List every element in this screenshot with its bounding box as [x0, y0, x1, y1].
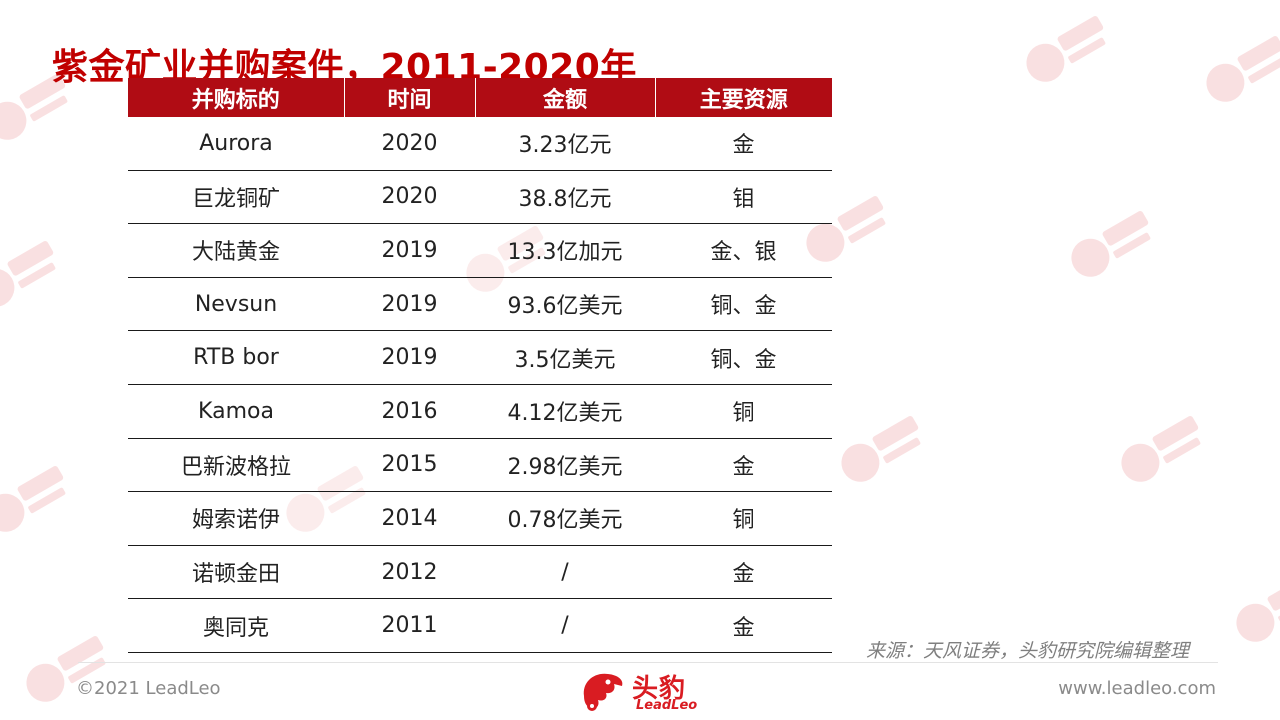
- source-note: 来源：天风证券，头豹研究院编辑整理: [866, 640, 1190, 662]
- logo-cn-text: 头豹: [632, 674, 687, 704]
- cell-year: 2016: [344, 384, 475, 439]
- cell-resource: 铜: [655, 384, 832, 439]
- leopard-head-icon: [583, 673, 623, 711]
- table-row: Kamoa 2016 4.12亿美元 铜: [128, 384, 832, 439]
- cell-target: 奥同克: [128, 598, 344, 653]
- cell-amount: 38.8亿元: [475, 170, 655, 225]
- cell-year: 2014: [344, 491, 475, 546]
- cell-resource: 铜: [655, 491, 832, 546]
- cell-year: 2020: [344, 170, 475, 225]
- cell-target: RTB bor: [128, 330, 344, 385]
- table-row: 巴新波格拉 2015 2.98亿美元 金: [128, 438, 832, 493]
- header-amount: 金额: [474, 78, 655, 117]
- cell-amount: 3.23亿元: [475, 117, 655, 171]
- header-resource: 主要资源: [654, 78, 832, 117]
- cell-year: 2011: [344, 598, 475, 653]
- header-year: 时间: [343, 78, 475, 117]
- leadleo-watermark: [11, 620, 123, 719]
- cell-amount: 3.5亿美元: [475, 330, 655, 385]
- website-url[interactable]: www.leadleo.com: [1058, 678, 1216, 699]
- cell-resource: 金: [655, 117, 832, 171]
- cell-year: 2015: [344, 438, 475, 493]
- table-row: 姆索诺伊 2014 0.78亿美元 铜: [128, 491, 832, 546]
- cell-year: 2019: [344, 223, 475, 278]
- copyright-text: ©2021 LeadLeo: [76, 678, 221, 699]
- leadleo-watermark: [1221, 560, 1280, 659]
- cell-target: Nevsun: [128, 277, 344, 332]
- cell-target: 巴新波格拉: [128, 438, 344, 493]
- logo-en-text: LeadLeo: [636, 698, 698, 713]
- leadleo-watermark: [1011, 0, 1123, 99]
- header-target: 并购标的: [128, 78, 344, 117]
- table-header-row: 并购标的 时间 金额 主要资源: [128, 78, 832, 117]
- leadleo-watermark: [1056, 195, 1168, 294]
- leadleo-watermark: [1106, 400, 1218, 499]
- cell-resource: 铜、金: [655, 330, 832, 385]
- cell-year: 2019: [344, 277, 475, 332]
- cell-amount: 0.78亿美元: [475, 491, 655, 546]
- table-row: 诺顿金田 2012 / 金: [128, 545, 832, 600]
- cell-resource: 铜、金: [655, 277, 832, 332]
- leadleo-watermark: [1191, 20, 1280, 119]
- cell-resource: 钼: [655, 170, 832, 225]
- footer-divider: [78, 662, 1218, 663]
- cell-year: 2012: [344, 545, 475, 600]
- cell-amount: 2.98亿美元: [475, 438, 655, 493]
- table-row: 奥同克 2011 / 金: [128, 598, 832, 653]
- cell-resource: 金: [655, 438, 832, 493]
- table-row: 巨龙铜矿 2020 38.8亿元 钼: [128, 170, 832, 225]
- table-row: 大陆黄金 2019 13.3亿加元 金、银: [128, 223, 832, 278]
- acquisitions-table: 并购标的 时间 金额 主要资源 Aurora 2020 3.23亿元 金 巨龙铜…: [128, 78, 832, 653]
- cell-target: 诺顿金田: [128, 545, 344, 600]
- table-row: Aurora 2020 3.23亿元 金: [128, 117, 832, 171]
- cell-target: Kamoa: [128, 384, 344, 439]
- cell-year: 2020: [344, 117, 475, 171]
- cell-resource: 金、银: [655, 223, 832, 278]
- table-row: Nevsun 2019 93.6亿美元 铜、金: [128, 277, 832, 332]
- leadleo-watermark: [826, 400, 938, 499]
- cell-target: 大陆黄金: [128, 223, 344, 278]
- leadleo-logo: 头豹 LeadLeo: [578, 664, 708, 718]
- cell-target: Aurora: [128, 117, 344, 171]
- cell-amount: /: [475, 545, 655, 600]
- cell-amount: /: [475, 598, 655, 653]
- cell-resource: 金: [655, 598, 832, 653]
- cell-amount: 93.6亿美元: [475, 277, 655, 332]
- cell-target: 姆索诺伊: [128, 491, 344, 546]
- leadleo-watermark: [0, 450, 84, 549]
- cell-amount: 4.12亿美元: [475, 384, 655, 439]
- cell-target: 巨龙铜矿: [128, 170, 344, 225]
- table-row: RTB bor 2019 3.5亿美元 铜、金: [128, 330, 832, 385]
- cell-year: 2019: [344, 330, 475, 385]
- cell-resource: 金: [655, 545, 832, 600]
- leadleo-watermark: [0, 225, 74, 324]
- cell-amount: 13.3亿加元: [475, 223, 655, 278]
